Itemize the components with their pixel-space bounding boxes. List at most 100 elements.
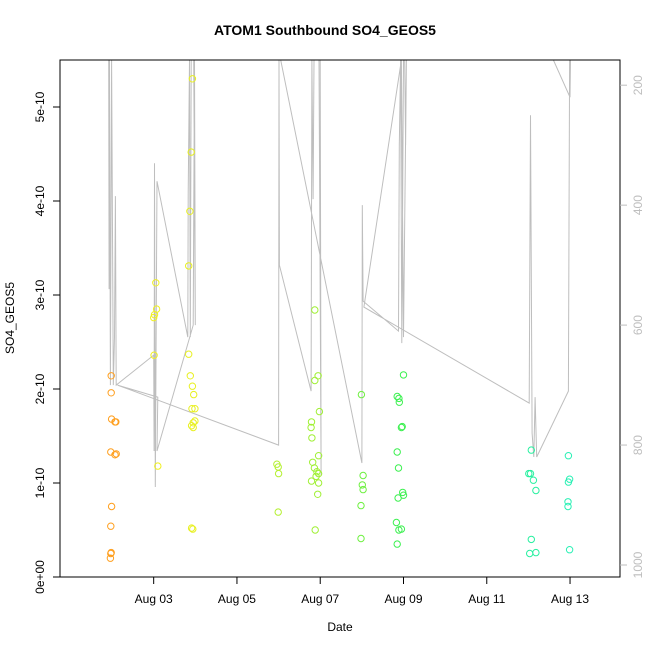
y-tick-label: 2e-10 <box>33 373 47 404</box>
data-point <box>311 526 319 534</box>
data-point <box>357 534 365 543</box>
y2-tick-label: 600 <box>631 315 645 335</box>
y2-tick-label: 200 <box>631 75 645 95</box>
data-point <box>315 407 324 416</box>
y2-tick-label: 800 <box>631 435 645 455</box>
data-point <box>395 394 403 403</box>
data-point <box>111 451 119 459</box>
data-point <box>357 501 365 510</box>
data-point <box>185 350 193 358</box>
data-point <box>106 554 115 562</box>
data-point <box>395 526 403 534</box>
data-point <box>394 464 403 472</box>
data-point <box>187 422 196 430</box>
data-point <box>526 469 535 478</box>
data-point <box>359 471 367 480</box>
y-tick-label: 0e+00 <box>33 560 47 594</box>
data-point <box>154 462 162 470</box>
y-tick-label: 1e-10 <box>33 467 47 498</box>
data-point <box>565 546 574 554</box>
x-tick-label: Aug 11 <box>468 592 505 606</box>
data-point <box>397 423 406 432</box>
data-point <box>532 486 540 495</box>
data-point <box>564 452 573 460</box>
data-point <box>112 418 120 426</box>
y-tick-label: 5e-10 <box>33 91 47 122</box>
x-tick-label: Aug 07 <box>301 592 339 606</box>
data-point <box>150 311 159 319</box>
data-point <box>150 313 158 322</box>
data-point <box>191 417 199 425</box>
data-point <box>307 423 315 432</box>
data-point <box>187 524 196 532</box>
data-point <box>112 450 120 458</box>
data-point <box>191 405 199 413</box>
data-point <box>107 502 116 511</box>
data-point <box>393 540 401 548</box>
y-tick-label: 4e-10 <box>33 185 47 216</box>
data-point <box>564 498 572 506</box>
data-point <box>310 464 319 472</box>
data-point <box>527 535 535 544</box>
data-point <box>529 476 538 484</box>
data-point <box>564 502 572 511</box>
data-point <box>308 434 316 442</box>
data-point <box>564 478 573 486</box>
data-point <box>312 472 320 481</box>
data-point <box>188 75 197 83</box>
data-point <box>189 525 197 533</box>
data-point <box>186 372 195 380</box>
data-point <box>274 508 282 516</box>
data-point <box>399 371 408 379</box>
data-point <box>392 518 401 527</box>
y-axis: 0e+00 1e-10 2e-10 3e-10 4e-10 5e-10 <box>33 91 60 594</box>
y2-tick-label: 400 <box>631 195 645 215</box>
pressure-line <box>108 60 572 488</box>
y2-tick-label: 1000 <box>631 551 645 578</box>
data-point <box>107 548 115 557</box>
chart-title: ATOM1 Southbound SO4_GEOS5 <box>214 22 436 38</box>
data-point <box>107 389 115 397</box>
plot-area <box>106 60 574 562</box>
data-point <box>107 522 115 530</box>
data-point <box>311 376 319 385</box>
x-axis-label: Date <box>327 620 353 634</box>
data-point <box>532 548 540 557</box>
data-point <box>274 469 283 478</box>
y-tick-label: 3e-10 <box>33 279 47 310</box>
data-point <box>394 494 402 502</box>
plot-frame <box>59 59 621 578</box>
y2-axis: 200 400 600 800 1000 <box>620 75 645 578</box>
x-tick-label: Aug 09 <box>384 592 422 606</box>
data-point <box>187 148 195 156</box>
data-point <box>314 490 322 498</box>
data-point <box>189 423 197 432</box>
y-axis-label: SO4_GEOS5 <box>3 282 17 354</box>
data-point <box>190 390 198 399</box>
data-point <box>188 405 196 413</box>
data-point <box>314 479 323 487</box>
x-tick-label: Aug 13 <box>551 592 589 606</box>
data-point <box>313 468 321 476</box>
x-tick-label: Aug 05 <box>218 592 256 606</box>
data-point <box>307 477 316 485</box>
data-point <box>311 306 319 314</box>
data-point <box>359 485 367 494</box>
data-point <box>188 382 197 390</box>
data-point <box>526 549 534 558</box>
data-point <box>150 351 158 359</box>
data-point <box>358 481 366 489</box>
data-point <box>307 418 316 426</box>
data-point <box>314 452 323 460</box>
x-tick-label: Aug 03 <box>135 592 173 606</box>
data-point <box>393 448 401 456</box>
data-point <box>107 372 115 380</box>
data-point <box>152 279 160 287</box>
x-axis: Aug 03 Aug 05 Aug 07 Aug 09 Aug 11 Aug 13 <box>135 577 589 606</box>
data-point <box>186 207 194 216</box>
data-point <box>527 446 535 454</box>
data-point <box>398 422 406 431</box>
data-point <box>395 398 403 406</box>
data-point <box>357 390 366 399</box>
